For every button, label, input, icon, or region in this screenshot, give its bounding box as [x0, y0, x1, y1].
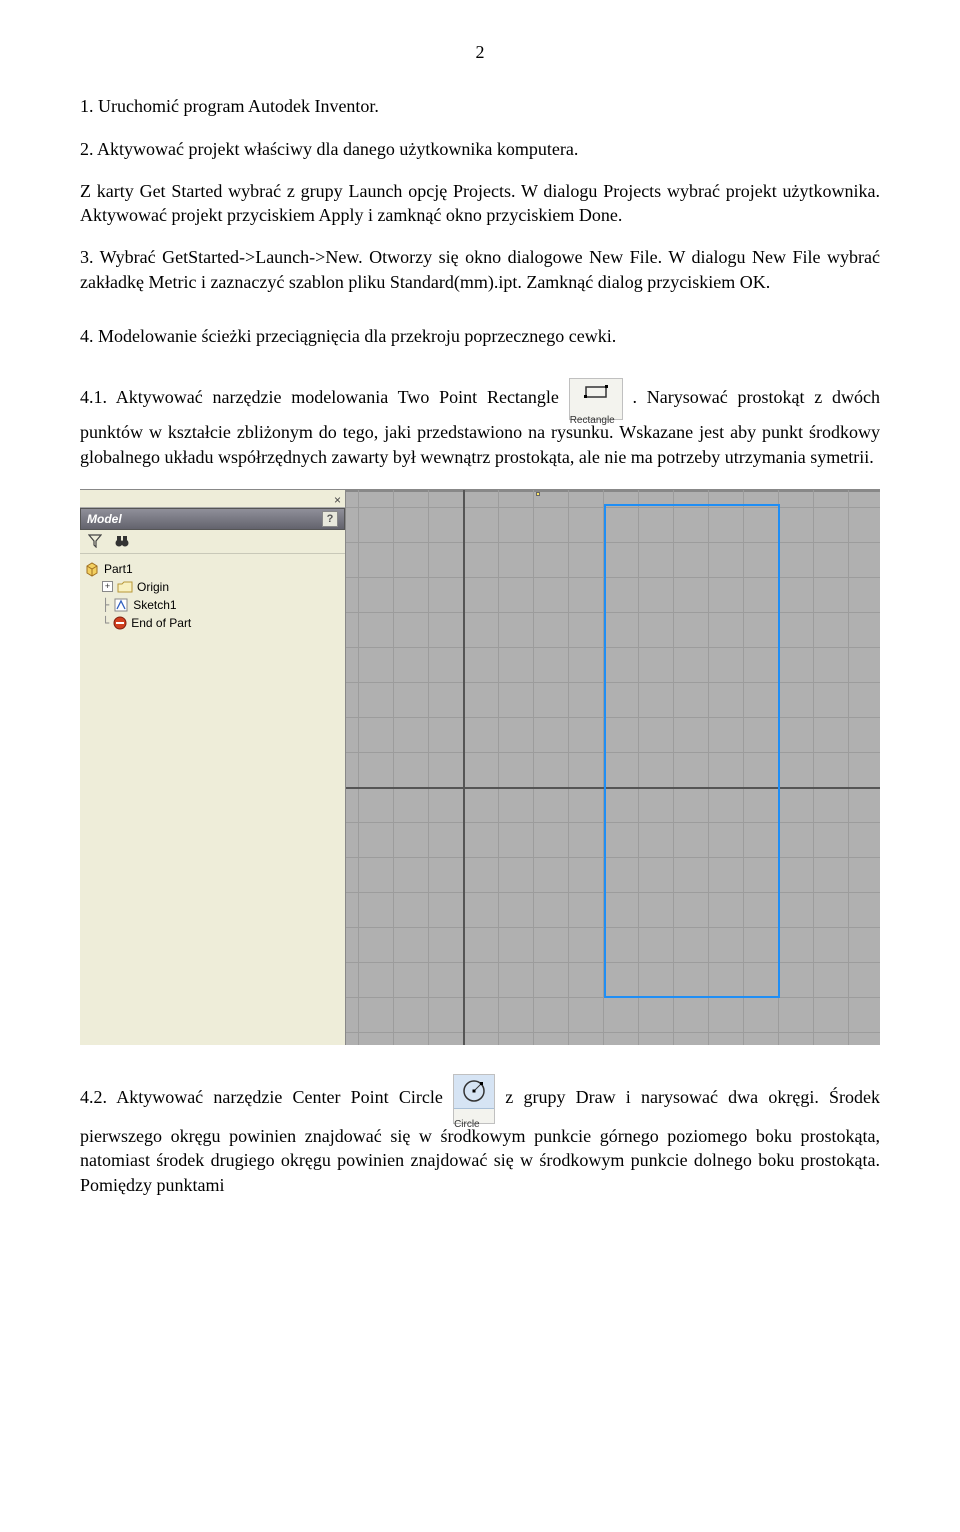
model-header-title: Model — [87, 511, 122, 527]
sketch-icon — [113, 597, 129, 613]
drawn-rectangle[interactable] — [604, 504, 780, 998]
rectangle-icon-label: Rectangle — [570, 415, 615, 426]
para-2: 2. Aktywować projekt właściwy dla danego… — [80, 137, 880, 161]
para-3: Z karty Get Started wybrać z grupy Launc… — [80, 179, 880, 228]
funnel-icon[interactable] — [88, 534, 102, 548]
help-icon[interactable]: ? — [322, 511, 338, 527]
para-1: 1. Uruchomić program Autodek Inventor. — [80, 94, 880, 118]
tree-sketch-label: Sketch1 — [133, 597, 176, 613]
model-header: Model ? — [80, 508, 345, 530]
model-tree: Part1 + Origin ├ Sketch1 └ End of Part — [80, 554, 345, 638]
para-7: 4.2. Aktywować narzędzie Center Point Ci… — [80, 1074, 880, 1197]
tree-origin-label: Origin — [137, 579, 169, 595]
para-5: 4. Modelowanie ścieżki przeciągnięcia dl… — [80, 324, 880, 348]
inventor-screenshot: × Model ? Part1 + Origin ├ — [80, 489, 880, 1044]
para-7a-text: 4.2. Aktywować narzędzie Center Point Ci… — [80, 1087, 453, 1107]
panel-titlebar: × — [80, 490, 345, 508]
folder-icon — [117, 580, 133, 594]
para-6: 4.1. Aktywować narzędzie modelowania Two… — [80, 378, 880, 469]
rectangle-shape-icon — [582, 383, 610, 401]
tree-connector-end: └ — [102, 615, 109, 631]
center-point-circle-icon: Circle — [453, 1074, 495, 1124]
tree-connector: ├ — [102, 597, 109, 613]
canvas-top-border — [346, 490, 880, 492]
tree-end[interactable]: └ End of Part — [84, 614, 341, 632]
tree-sketch[interactable]: ├ Sketch1 — [84, 596, 341, 614]
tree-root-label: Part1 — [104, 561, 133, 577]
para-6a-text: 4.1. Aktywować narzędzie modelowania Two… — [80, 388, 569, 408]
sketch-canvas[interactable] — [346, 490, 880, 1045]
part-cube-icon — [84, 561, 100, 577]
tree-root[interactable]: Part1 — [84, 560, 341, 578]
para-4: 3. Wybrać GetStarted->Launch->New. Otwor… — [80, 245, 880, 294]
tree-end-label: End of Part — [131, 615, 191, 631]
tree-origin[interactable]: + Origin — [84, 578, 341, 596]
y-axis — [463, 490, 465, 1045]
model-panel: × Model ? Part1 + Origin ├ — [80, 490, 346, 1045]
binoculars-icon[interactable] — [114, 534, 130, 548]
page-number: 2 — [80, 40, 880, 64]
two-point-rectangle-icon: Rectangle — [569, 378, 623, 420]
end-of-part-icon — [113, 616, 127, 630]
expand-icon[interactable]: + — [102, 581, 113, 592]
close-icon[interactable]: × — [334, 492, 341, 508]
canvas-marker-dot — [536, 492, 540, 496]
filter-row — [80, 530, 345, 554]
circle-shape-icon — [461, 1078, 487, 1104]
grid-line-horizontal — [346, 1032, 880, 1033]
